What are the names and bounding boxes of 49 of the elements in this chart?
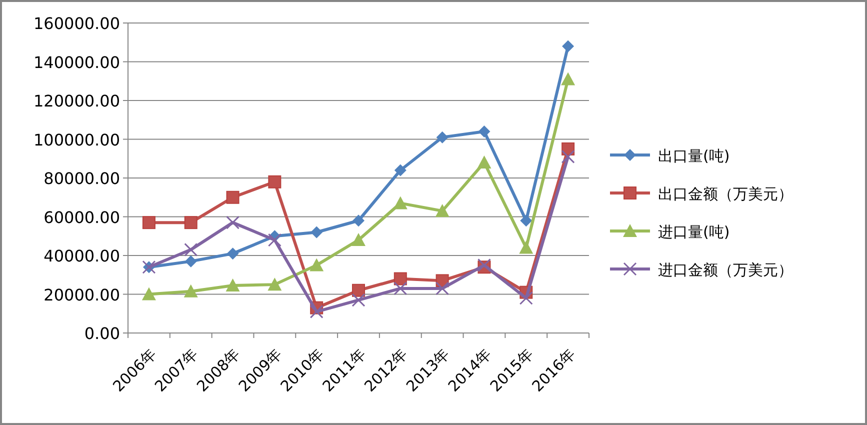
point	[268, 278, 282, 291]
point	[561, 72, 576, 86]
y-tick-label: 20000.00	[44, 285, 120, 304]
point	[226, 190, 240, 204]
y-tick-label: 100000.00	[33, 130, 120, 150]
point	[184, 255, 197, 268]
point	[436, 282, 450, 296]
point	[562, 40, 574, 52]
point	[310, 258, 324, 272]
y-tick-label: 140000.00	[33, 52, 120, 72]
legend-label: 出口金额（万美元）	[658, 185, 793, 203]
point	[520, 214, 532, 227]
point	[268, 175, 282, 188]
point	[184, 284, 198, 298]
point	[394, 282, 408, 296]
point	[352, 293, 366, 307]
point	[519, 291, 533, 305]
point	[268, 233, 282, 247]
point	[436, 131, 448, 144]
point	[226, 216, 240, 230]
point	[310, 304, 324, 318]
point	[184, 242, 198, 256]
legend-label: 进口量(吨)	[658, 223, 730, 241]
point	[435, 204, 450, 217]
point	[394, 164, 406, 176]
point	[352, 284, 365, 297]
y-tick-label: 0.00	[84, 324, 120, 343]
legend-label: 出口量(吨)	[658, 147, 730, 165]
point	[142, 287, 156, 300]
point	[478, 126, 490, 138]
point	[226, 248, 239, 260]
point	[519, 240, 534, 254]
y-tick-label: 60000.00	[44, 208, 120, 227]
point	[477, 156, 492, 168]
y-tick-label: 160000.00	[33, 14, 120, 33]
y-tick-label: 80000.00	[44, 169, 120, 188]
point	[184, 216, 198, 230]
point	[352, 233, 366, 246]
y-tick-label: 120000.00	[33, 92, 120, 110]
point	[142, 216, 156, 230]
point	[226, 278, 240, 292]
point	[352, 214, 364, 227]
point	[477, 258, 491, 272]
point	[561, 150, 575, 164]
legend-label: 进口金额（万美元）	[658, 261, 793, 279]
point	[393, 196, 408, 210]
point	[394, 272, 407, 286]
y-tick-label: 40000.00	[44, 246, 120, 266]
point	[310, 226, 323, 238]
